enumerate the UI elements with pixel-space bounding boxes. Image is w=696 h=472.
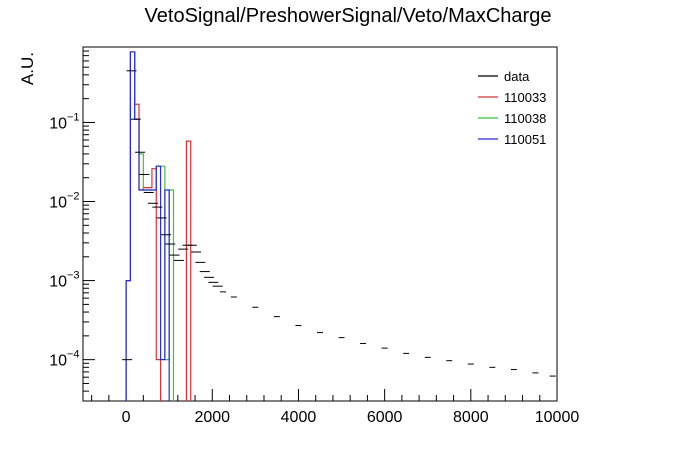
- legend-label-data: data: [504, 69, 530, 84]
- y-tick-label: 10: [49, 195, 67, 212]
- x-tick-label: 2000: [194, 409, 230, 426]
- y-tick-exponent: −3: [67, 270, 80, 282]
- x-tick-label: 6000: [367, 409, 403, 426]
- y-tick-label: 10: [49, 115, 67, 132]
- legend-label-110038: 110038: [504, 111, 546, 126]
- chart-title: VetoSignal/PreshowerSignal/Veto/MaxCharg…: [144, 5, 552, 27]
- y-tick-label: 10: [49, 353, 67, 370]
- y-tick-exponent: −2: [67, 191, 80, 203]
- legend-label-110051: 110051: [504, 132, 546, 147]
- x-tick-label: 4000: [281, 409, 317, 426]
- x-tick-label: 0: [122, 409, 131, 426]
- y-tick-exponent: −4: [67, 349, 80, 361]
- y-tick-exponent: −1: [67, 111, 80, 123]
- legend-label-110033: 110033: [504, 90, 546, 105]
- series-110033-line: [125, 51, 192, 401]
- x-tick-label: 10000: [535, 409, 580, 426]
- x-tick-label: 8000: [453, 409, 489, 426]
- y-axis-label: A.U.: [18, 52, 37, 85]
- series-110051-line: [125, 51, 170, 401]
- y-tick-label: 10: [49, 274, 67, 291]
- series-110038-line: [125, 51, 175, 401]
- plot-frame: [82, 46, 558, 402]
